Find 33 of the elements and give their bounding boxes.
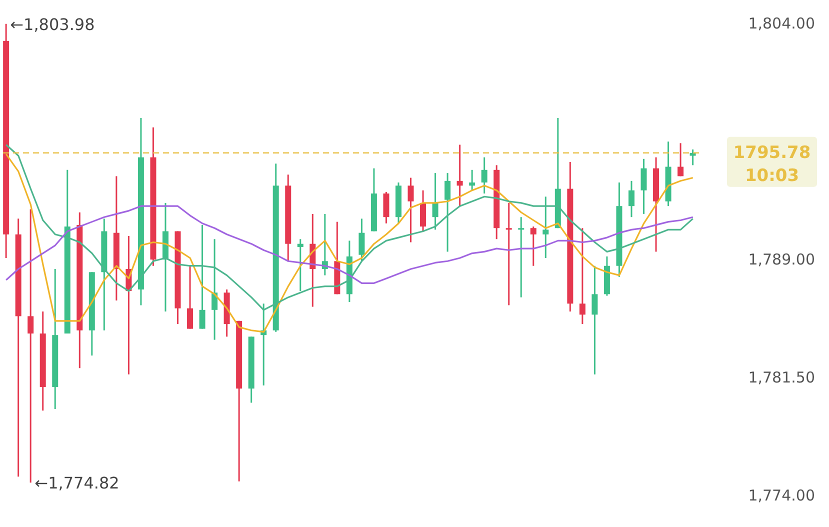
candlestick: [518, 216, 524, 298]
candlestick: [542, 196, 549, 259]
text: 10:03: [744, 166, 800, 186]
candlestick: [28, 208, 34, 484]
candlestick: [506, 202, 512, 306]
candlestick: [481, 156, 488, 194]
annotation: ←1,803.98: [10, 14, 95, 34]
candlestick: [199, 224, 206, 330]
candlestick: [212, 238, 218, 341]
line-series: [5, 144, 694, 311]
candlestick: [420, 190, 426, 232]
candlestick: [383, 191, 390, 224]
candlestick: [592, 265, 598, 376]
candlestick: [187, 265, 194, 330]
line-series: [5, 205, 694, 284]
candlestick: [358, 218, 365, 262]
y-tick-label: 1,789.00: [748, 250, 815, 269]
annotation: ←1,774.82: [34, 474, 120, 493]
y-tick-label: 1,804.00: [748, 14, 815, 33]
candlestick: [456, 144, 463, 207]
candlestick: [297, 238, 304, 292]
candlestick: [678, 142, 684, 177]
candlestick: [469, 169, 476, 192]
ref-line-label: 1795.78: [733, 142, 811, 163]
y-tick-label: 1,774.00: [748, 486, 815, 505]
candlestick: [640, 158, 647, 215]
candlestick: [628, 180, 634, 218]
candlestick: [444, 172, 451, 252]
candlestick: [432, 172, 438, 230]
y-tick-label: 1,781.50: [748, 368, 815, 387]
candlestick: [530, 226, 536, 267]
candlestick: [579, 227, 586, 325]
candlestick: [408, 177, 414, 244]
